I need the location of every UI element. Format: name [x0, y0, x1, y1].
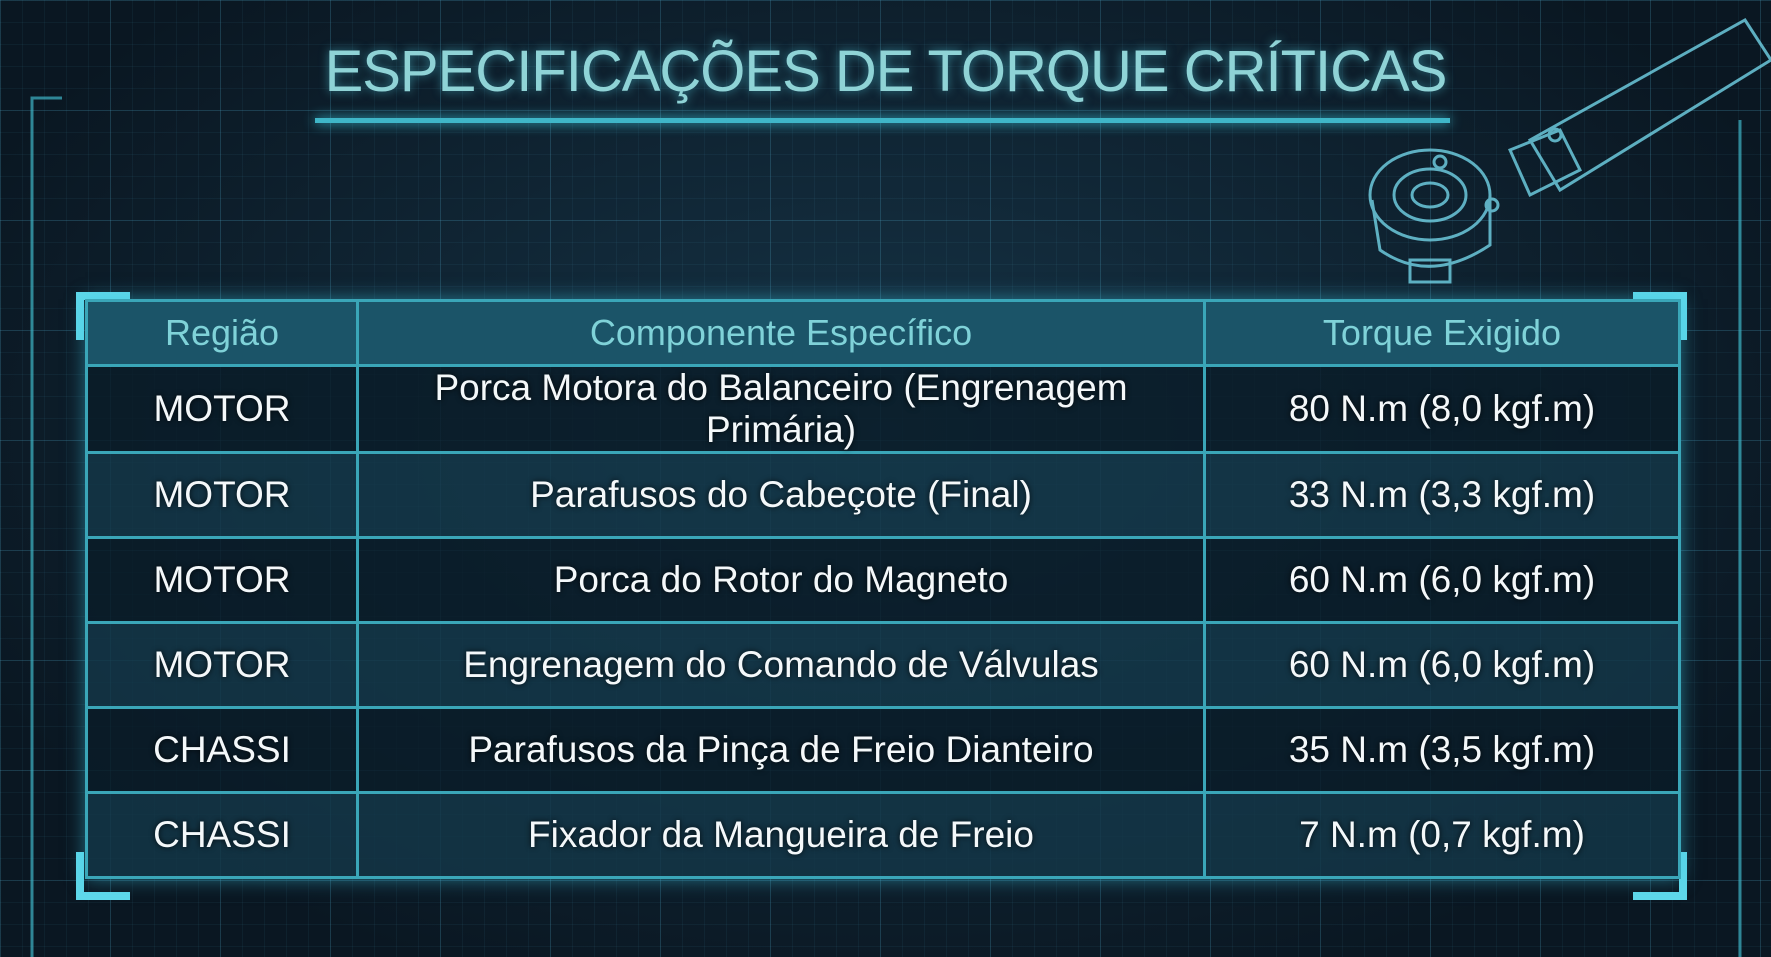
- title: ESPECIFICAÇÕES DE TORQUE CRÍTICAS: [324, 39, 1448, 104]
- table-cell: CHASSI: [85, 706, 359, 794]
- table-row: MOTOR Parafusos do Cabeçote (Final) 33 N.m…: [85, 451, 1681, 539]
- table-cell: MOTOR: [85, 451, 359, 539]
- table-cell: 60 N.m (6,0 kgf.m): [1203, 621, 1681, 709]
- header-row: Região Componente Específico Torque Exigid…: [85, 299, 1681, 367]
- table-row: MOTOR Porca Motora do Balanceiro (Engrena…: [85, 364, 1681, 454]
- corner: [1633, 292, 1687, 340]
- table-cell: Engrenagem do Comando de Válvulas: [356, 621, 1206, 709]
- table-cell: MOTOR: [85, 364, 359, 454]
- table-row: MOTOR Porca do Rotor do Magneto 60 N.m (6,…: [85, 536, 1681, 624]
- table-row: MOTOR Engrenagem do Comando de Válvulas 60…: [85, 621, 1681, 709]
- table-row: CHASSI Fixador da Mangueira de Freio 7 N.m…: [85, 791, 1681, 879]
- column-header: Componente Específico: [356, 299, 1206, 367]
- table-cell: 80 N.m (8,0 kgf.m): [1203, 364, 1681, 454]
- table-cell: 35 N.m (3,5 kgf.m): [1203, 706, 1681, 794]
- corner: [76, 852, 130, 900]
- table-cell: Porca Motora do Balanceiro (Engrenagem P…: [356, 364, 1206, 454]
- corner: [76, 292, 130, 340]
- column-header: Região: [85, 299, 359, 367]
- wrench-icon: [1368, 18, 1771, 284]
- table-header: Região Componente Específico Torque Exigid…: [85, 299, 1681, 367]
- table-cell: Fixador da Mangueira de Freio: [356, 791, 1206, 879]
- table-cell: 33 N.m (3,3 kgf.m): [1203, 451, 1681, 539]
- table-cell: Parafusos da Pinça de Freio Dianteiro: [356, 706, 1206, 794]
- table-cell: MOTOR: [85, 536, 359, 624]
- title-underline: [315, 118, 1450, 123]
- table-cell: 7 N.m (0,7 kgf.m): [1203, 791, 1681, 879]
- frame-line: [30, 96, 62, 957]
- table-cell: CHASSI: [85, 791, 359, 879]
- table-cell: Parafusos do Cabeçote (Final): [356, 451, 1206, 539]
- torque-table: Região Componente Específico Torque Exigid…: [85, 299, 1681, 879]
- table-cell: Porca do Rotor do Magneto: [356, 536, 1206, 624]
- corner: [1633, 852, 1687, 900]
- table-cell: 60 N.m (6,0 kgf.m): [1203, 536, 1681, 624]
- table-body: MOTOR Porca Motora do Balanceiro (Engrena…: [85, 364, 1681, 879]
- table-row: CHASSI Parafusos da Pinça de Freio Diante…: [85, 706, 1681, 794]
- table-cell: MOTOR: [85, 621, 359, 709]
- column-header: Torque Exigido: [1203, 299, 1681, 367]
